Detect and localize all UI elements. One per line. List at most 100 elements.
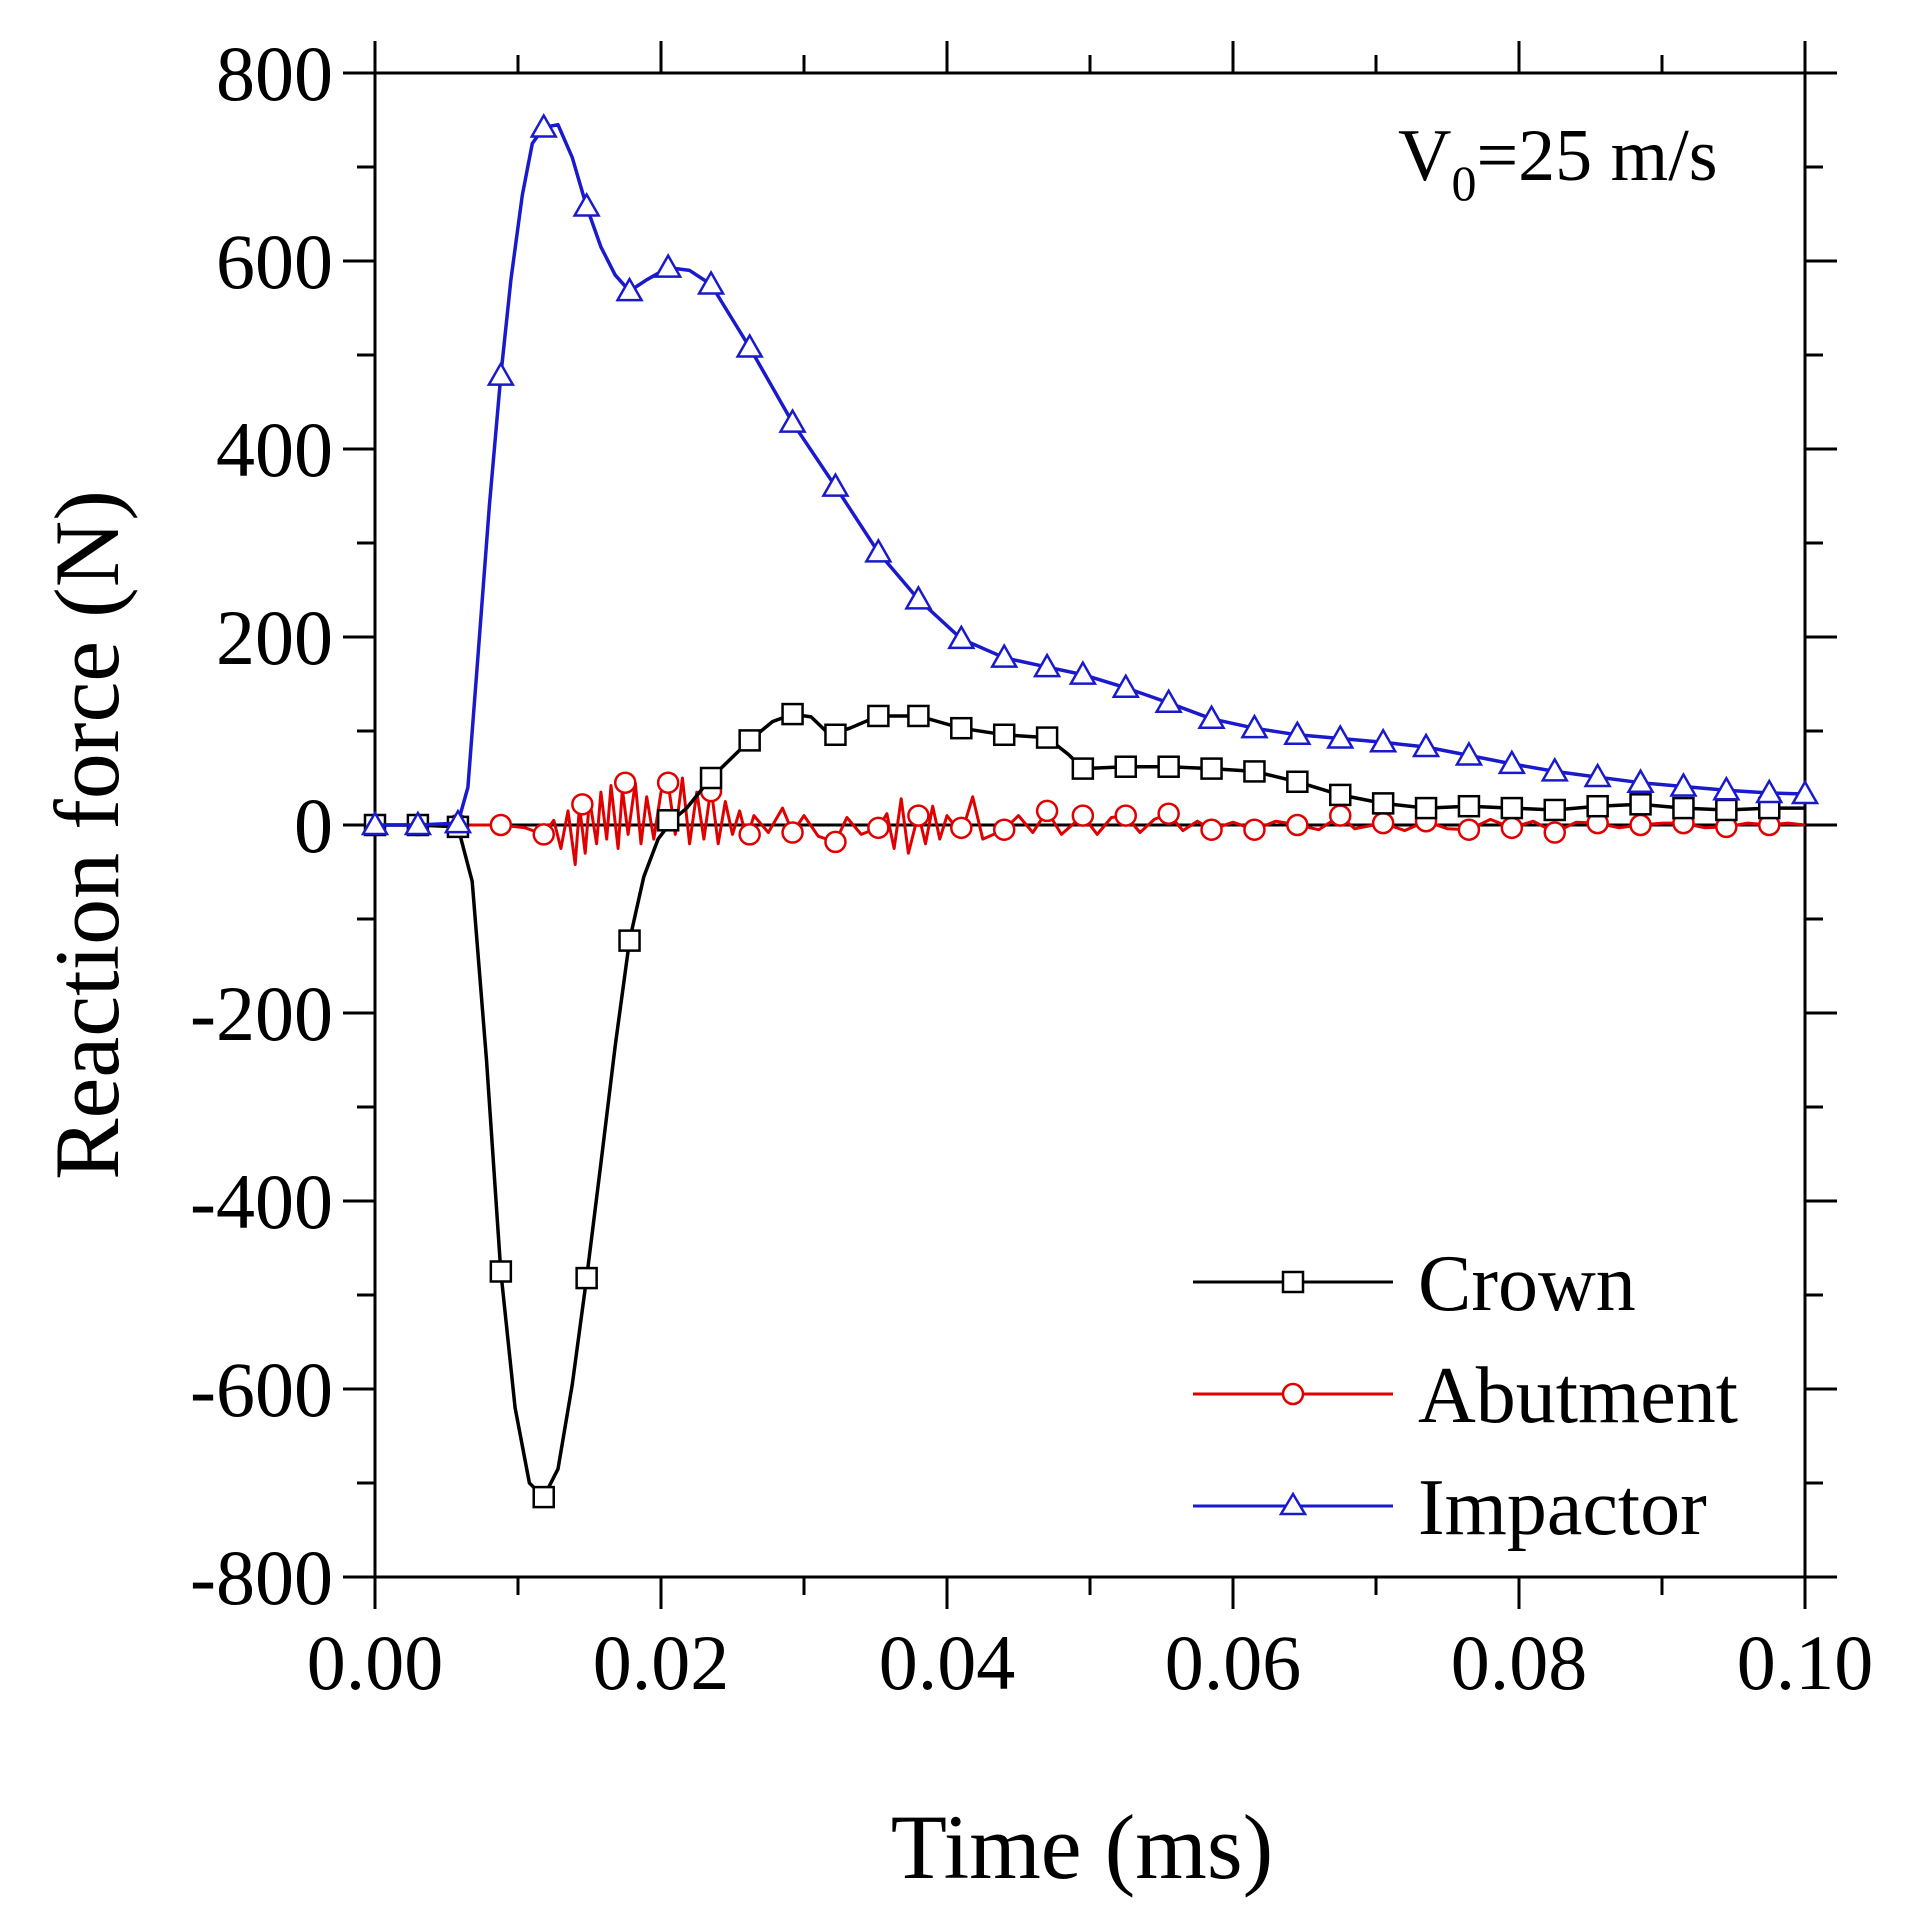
marker-impactor: [1712, 775, 1741, 801]
legend-item-impactor: Impactor: [1193, 1464, 1707, 1552]
x-tick-label: 0.10: [1737, 1619, 1874, 1706]
marker-abutment: [532, 823, 555, 846]
annotation-subscript: 0: [1451, 155, 1476, 211]
x-tick-label: 0.06: [1165, 1619, 1302, 1706]
x-tick-label: 0.08: [1451, 1619, 1588, 1706]
marker-abutment: [907, 804, 930, 827]
marker-crown: [1672, 796, 1695, 820]
marker-impactor: [1411, 732, 1441, 758]
marker-impactor: [990, 643, 1019, 668]
marker-impactor: [1154, 688, 1183, 714]
marker-crown: [1414, 796, 1438, 820]
marker-abutment: [1157, 802, 1180, 825]
marker-impactor: [735, 332, 764, 358]
legend-label-abutment: Abutment: [1418, 1352, 1738, 1440]
series-line-impactor: [375, 122, 1806, 827]
marker-crown: [618, 929, 641, 952]
marker-abutment: [571, 793, 594, 816]
legend-label-crown: Crown: [1418, 1240, 1636, 1328]
marker-crown: [1586, 794, 1609, 818]
marker-impactor: [1032, 652, 1062, 678]
annotation-suffix: =25 m/s: [1476, 115, 1717, 197]
legend-item-abutment: Abutment: [1193, 1352, 1738, 1440]
x-tick-label: 0.00: [307, 1619, 444, 1706]
y-tick-label: 800: [216, 30, 333, 117]
marker-impactor: [1454, 740, 1484, 766]
marker-abutment: [950, 816, 973, 840]
marker-impactor: [615, 276, 644, 302]
marker-abutment: [1071, 804, 1095, 827]
legend-marker-crown: [1281, 1270, 1305, 1294]
marker-impactor: [696, 269, 726, 295]
velocity-annotation: V0=25 m/s: [1398, 115, 1718, 211]
y-tick-label: 600: [216, 218, 333, 305]
marker-impactor: [778, 408, 807, 433]
marker-impactor: [653, 253, 683, 278]
marker-abutment: [1035, 799, 1059, 823]
y-tick-label: -800: [190, 1534, 333, 1621]
marker-crown: [489, 1260, 513, 1283]
marker-impactor: [529, 113, 558, 138]
marker-crown: [992, 723, 1016, 747]
marker-abutment: [867, 816, 890, 840]
marker-crown: [1200, 757, 1223, 780]
marker-abutment: [656, 771, 680, 794]
marker-impactor: [1755, 778, 1784, 804]
x-tick-label: 0.02: [593, 1619, 730, 1706]
marker-crown: [1629, 793, 1652, 816]
marker-crown: [1371, 792, 1395, 815]
marker-crown: [699, 766, 723, 790]
y-tick-label: 200: [216, 594, 333, 681]
y-tick-label: -200: [190, 970, 333, 1057]
marker-crown: [1329, 783, 1352, 807]
marker-crown: [1500, 796, 1524, 820]
marker-impactor: [1240, 713, 1269, 739]
marker-impactor: [443, 808, 473, 834]
marker-abutment: [1200, 818, 1223, 841]
marker-crown: [1457, 794, 1481, 818]
series-impactor: [360, 113, 1820, 836]
marker-abutment: [824, 830, 847, 854]
marker-abutment: [1243, 818, 1266, 841]
y-axis-title: Reaction force (N): [36, 490, 138, 1180]
y-tick-label: 400: [216, 406, 333, 493]
marker-impactor: [572, 191, 601, 217]
marker-impactor: [947, 624, 976, 650]
marker-crown: [781, 702, 804, 726]
legend-marker-abutment: [1281, 1382, 1305, 1406]
legend: Crown Abutment Impactor: [1193, 1240, 1738, 1552]
marker-abutment: [1629, 813, 1652, 837]
marker-abutment: [1329, 804, 1352, 827]
marker-abutment: [738, 823, 761, 846]
marker-impactor: [1669, 771, 1698, 797]
marker-crown: [867, 704, 890, 728]
marker-impactor: [360, 810, 390, 836]
marker-impactor: [1790, 779, 1820, 805]
y-tick-label: 0: [294, 782, 333, 869]
marker-abutment: [614, 771, 637, 794]
marker-crown: [1157, 755, 1180, 778]
marker-impactor: [1326, 724, 1355, 749]
marker-impactor: [904, 584, 933, 610]
marker-crown: [575, 1266, 598, 1290]
marker-impactor: [821, 472, 850, 497]
marker-crown: [1071, 757, 1095, 780]
marker-crown: [950, 716, 973, 740]
x-tick-label: 0.04: [879, 1619, 1016, 1706]
marker-abutment: [489, 813, 513, 837]
marker-crown: [738, 729, 761, 752]
marker-abutment: [1371, 811, 1395, 835]
series-group: [360, 113, 1820, 1509]
marker-crown: [1543, 798, 1566, 822]
marker-abutment: [1543, 821, 1566, 844]
series-crown: [363, 702, 1805, 1509]
marker-crown: [824, 723, 847, 747]
marker-impactor: [1197, 704, 1226, 730]
x-axis-title: Time (ms): [891, 1796, 1274, 1898]
marker-abutment: [1500, 816, 1524, 840]
marker-impactor: [486, 361, 515, 386]
annotation-prefix: V: [1398, 115, 1451, 197]
marker-crown: [532, 1485, 555, 1509]
marker-crown: [1715, 798, 1738, 822]
series-line-abutment: [375, 776, 1806, 866]
